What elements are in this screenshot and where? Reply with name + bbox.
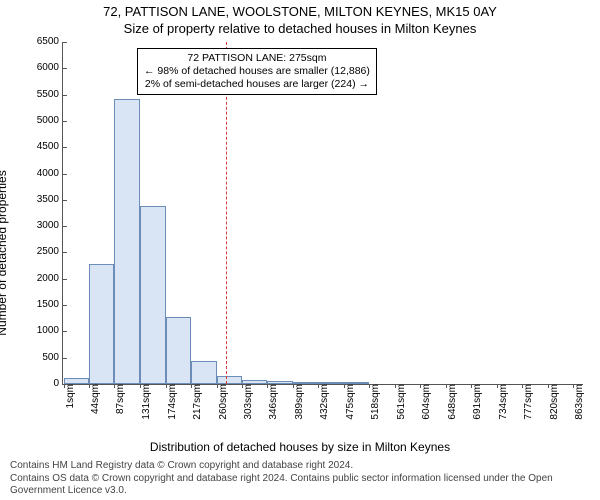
chart-title-subtitle: Size of property relative to detached ho… <box>0 21 600 36</box>
x-tick: 475sqm <box>342 384 356 420</box>
histogram-bar <box>217 376 242 384</box>
chart-container: Number of detached properties 0500100015… <box>0 36 600 456</box>
annotation-box: 72 PATTISON LANE: 275sqm← 98% of detache… <box>137 48 377 95</box>
y-tick: 3000 <box>19 221 63 231</box>
plot-area: 0500100015002000250030003500400045005000… <box>62 42 583 385</box>
y-tick: 1000 <box>19 326 63 336</box>
chart-footer: Contains HM Land Registry data © Crown c… <box>0 456 600 498</box>
x-tick: 432sqm <box>316 384 330 420</box>
x-tick: 777sqm <box>520 384 534 420</box>
y-tick: 6000 <box>19 63 63 73</box>
chart-titles: 72, PATTISON LANE, WOOLSTONE, MILTON KEY… <box>0 4 600 36</box>
x-tick: 217sqm <box>189 384 203 420</box>
x-tick: 87sqm <box>112 384 126 414</box>
x-tick: 389sqm <box>291 384 305 420</box>
histogram-bar <box>166 317 191 384</box>
x-tick: 648sqm <box>444 384 458 420</box>
x-tick: 604sqm <box>418 384 432 420</box>
x-tick: 691sqm <box>469 384 483 420</box>
annotation-line: ← 98% of detached houses are smaller (12… <box>144 65 370 78</box>
y-tick: 4000 <box>19 169 63 179</box>
histogram-bar <box>140 206 165 384</box>
y-axis-label: Number of detached properties <box>0 170 9 335</box>
x-tick: 346sqm <box>265 384 279 420</box>
x-tick: 863sqm <box>571 384 585 420</box>
x-tick: 174sqm <box>164 384 178 420</box>
x-tick: 303sqm <box>240 384 254 420</box>
x-tick: 44sqm <box>87 384 101 414</box>
x-tick: 131sqm <box>138 384 152 420</box>
y-tick: 4500 <box>19 142 63 152</box>
x-tick: 734sqm <box>495 384 509 420</box>
histogram-bar <box>89 264 114 384</box>
chart-title-address: 72, PATTISON LANE, WOOLSTONE, MILTON KEY… <box>0 4 600 19</box>
y-tick: 2500 <box>19 247 63 257</box>
annotation-line: 72 PATTISON LANE: 275sqm <box>144 52 370 65</box>
y-tick: 1500 <box>19 300 63 310</box>
y-tick: 0 <box>19 379 63 389</box>
y-tick: 6500 <box>19 37 63 47</box>
y-tick: 3500 <box>19 195 63 205</box>
y-tick: 5000 <box>19 116 63 126</box>
x-tick: 561sqm <box>393 384 407 420</box>
y-tick: 5500 <box>19 90 63 100</box>
y-tick: 500 <box>19 353 63 363</box>
x-axis-label: Distribution of detached houses by size … <box>0 440 600 454</box>
footer-line-2: Contains OS data © Crown copyright and d… <box>10 473 594 498</box>
x-tick: 518sqm <box>367 384 381 420</box>
footer-line-1: Contains HM Land Registry data © Crown c… <box>10 460 594 473</box>
x-tick: 260sqm <box>215 384 229 420</box>
y-tick: 2000 <box>19 274 63 284</box>
histogram-bar <box>114 99 140 384</box>
x-tick: 820sqm <box>546 384 560 420</box>
histogram-bar <box>191 361 216 384</box>
x-tick: 1sqm <box>62 384 76 408</box>
annotation-line: 2% of semi-detached houses are larger (2… <box>144 78 370 91</box>
